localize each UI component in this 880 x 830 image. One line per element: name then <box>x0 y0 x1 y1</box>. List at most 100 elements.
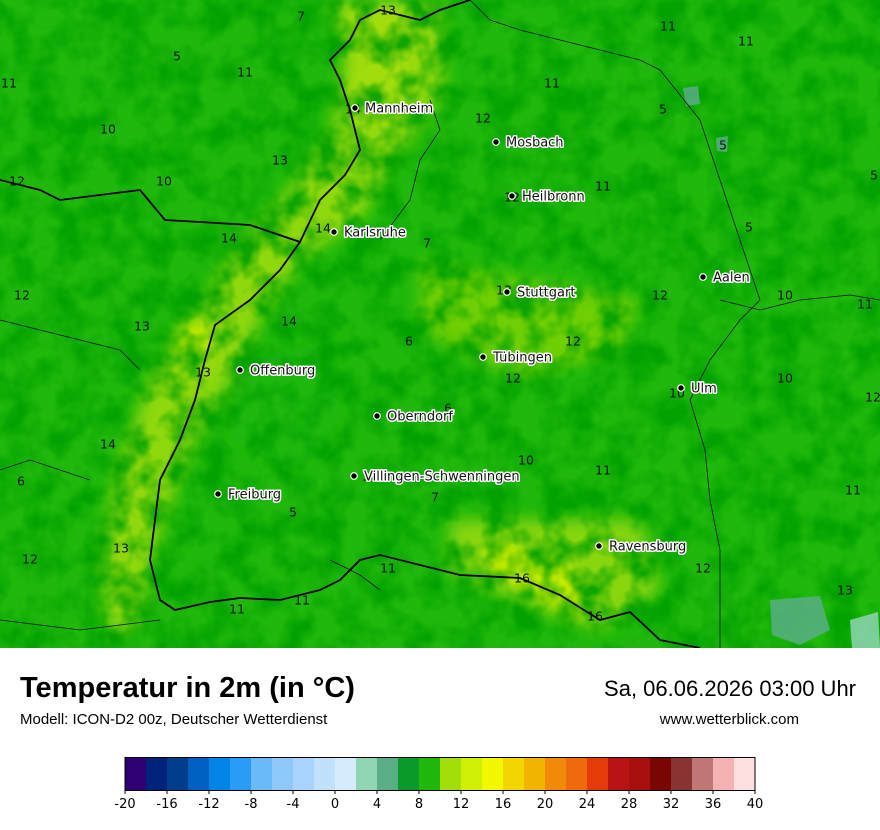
city-dot <box>479 353 487 361</box>
temperature-value: 12 <box>505 371 521 386</box>
temperature-values: 7 13 11 11 5 11 11 11 14 5 12 10 5 13 10 12 5 11 12 5 14 14 7 1… <box>1 3 880 624</box>
temperature-value: 11 <box>544 76 560 91</box>
legend-tick-label: -12 <box>198 797 219 812</box>
legend-tick-label: 20 <box>537 797 554 812</box>
legend-tick-label: -16 <box>156 797 177 812</box>
legend-swatch <box>503 758 525 790</box>
legend-swatch <box>377 758 399 790</box>
city-dot <box>503 288 511 296</box>
temperature-value: 16 <box>514 571 530 586</box>
temperature-value: 13 <box>113 541 129 556</box>
borders <box>0 0 701 648</box>
city-label: Stuttgart <box>517 286 575 301</box>
model-source: Modell: ICON-D2 00z, Deutscher Wetterdie… <box>20 711 328 728</box>
legend-swatch <box>692 758 714 790</box>
temperature-value: 12 <box>9 174 25 189</box>
temperature-value: 7 <box>297 9 305 24</box>
temperature-value: 16 <box>587 609 603 624</box>
south-border <box>159 554 701 648</box>
temperature-value: 11 <box>294 593 310 608</box>
temperature-value: 12 <box>865 390 880 405</box>
legend-swatch <box>566 758 588 790</box>
legend-tick-label: 40 <box>747 797 764 812</box>
legend-swatch <box>545 758 567 790</box>
website-link[interactable]: www.wetterblick.com <box>659 711 799 728</box>
temperature-value: 13 <box>380 3 396 18</box>
temperature-value: 13 <box>195 365 211 380</box>
city-label: Freiburg <box>228 488 281 503</box>
legend-ticks: -20 -16 -12 -8 -4 0 4 8 12 16 20 24 28 32 36 40 <box>114 790 763 812</box>
city-aalen: Aalen <box>699 269 751 287</box>
temperature-map: 7 13 11 11 5 11 11 11 14 5 12 10 5 13 10 12 5 11 12 5 14 14 7 1… <box>0 0 880 648</box>
legend-tick-label: 8 <box>415 797 423 812</box>
legend-tick-label: 0 <box>331 797 339 812</box>
city-dot <box>350 472 358 480</box>
city-dot <box>699 273 707 281</box>
legend-swatch <box>671 758 693 790</box>
temperature-value: 12 <box>565 334 581 349</box>
legend-swatch <box>629 758 651 790</box>
city-dot <box>236 366 244 374</box>
temperature-value: 12 <box>695 561 711 576</box>
legend-swatch <box>482 758 504 790</box>
legend-swatch <box>461 758 483 790</box>
temperature-value: 10 <box>777 288 793 303</box>
city-stuttgart: Stuttgart <box>503 284 577 302</box>
rhine-border <box>149 241 301 611</box>
color-legend: -20 -16 -12 -8 -4 0 4 8 12 16 20 24 28 32 36 40 <box>114 757 763 812</box>
temperature-value: 14 <box>315 221 331 236</box>
legend-swatch <box>314 758 336 790</box>
temperature-value: 11 <box>595 463 611 478</box>
city-label: Mosbach <box>506 136 564 151</box>
legend-swatch <box>440 758 462 790</box>
city-ravensburg: Ravensburg <box>595 538 688 556</box>
legend-tick-label: 28 <box>621 797 638 812</box>
city-offenburg: Offenburg <box>236 362 317 380</box>
legend-swatch <box>230 758 252 790</box>
temperature-value: 5 <box>289 505 297 520</box>
temperature-value: 11 <box>660 19 676 34</box>
city-dot <box>677 384 685 392</box>
legend-tick-label: 12 <box>453 797 470 812</box>
legend-swatch <box>608 758 630 790</box>
city-dot <box>508 192 516 200</box>
city-label: Oberndorf <box>387 410 453 425</box>
temperature-value: 6 <box>405 334 413 349</box>
temperature-value: 6 <box>444 401 452 416</box>
city-label: Ulm <box>691 382 717 397</box>
legend-swatch <box>125 758 147 790</box>
city-villingen-schwenningen: Villingen-Schwenningen <box>350 468 521 486</box>
temperature-value: 11 <box>380 561 396 576</box>
temperature-value: 12 <box>22 552 38 567</box>
legend-swatch <box>272 758 294 790</box>
legend-swatch <box>209 758 231 790</box>
legend-swatch <box>146 758 168 790</box>
legend-swatch <box>419 758 441 790</box>
temperature-value: 11 <box>237 65 253 80</box>
legend-tick-label: 16 <box>495 797 512 812</box>
temperature-value: 14 <box>221 231 237 246</box>
temperature-value: 11 <box>857 297 873 312</box>
city-freiburg: Freiburg <box>214 486 283 504</box>
city-dot <box>595 542 603 550</box>
city-label: Karlsruhe <box>344 226 406 241</box>
city-t-bingen: Tübingen <box>479 349 554 367</box>
legend-tick-label: -20 <box>114 797 135 812</box>
city-dot <box>330 228 338 236</box>
temperature-value: 11 <box>1 76 17 91</box>
legend-swatch <box>650 758 672 790</box>
legend-swatch <box>188 758 210 790</box>
city-heilbronn: Heilbronn <box>508 188 586 206</box>
city-dot <box>373 412 381 420</box>
city-mosbach: Mosbach <box>492 134 565 152</box>
city-label: Mannheim <box>365 102 433 117</box>
state-border <box>0 0 471 244</box>
temperature-value: 5 <box>659 102 667 117</box>
temperature-value: 10 <box>156 174 172 189</box>
legend-swatch <box>167 758 189 790</box>
legend-swatch <box>734 758 756 790</box>
temperature-value: 10 <box>777 371 793 386</box>
temperature-value: 14 <box>100 437 116 452</box>
legend-swatch <box>398 758 420 790</box>
legend-swatch <box>713 758 735 790</box>
